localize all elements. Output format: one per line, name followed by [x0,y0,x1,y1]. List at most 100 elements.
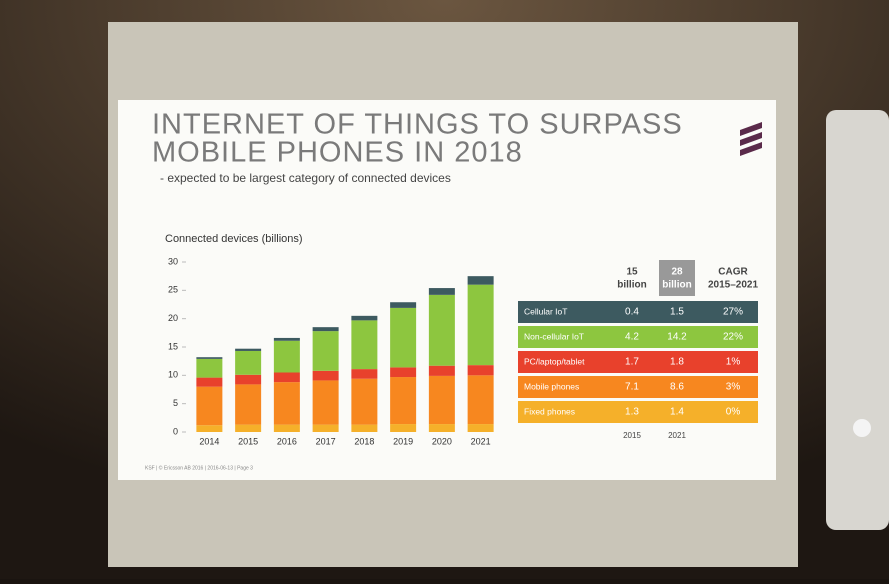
column-header: 15 [626,267,638,278]
light [853,419,871,437]
column-header: 2015–2021 [708,280,758,291]
bar-segment [312,370,339,381]
table-cell: 0% [726,407,741,418]
bar-segment [196,377,223,387]
table-row [518,376,758,398]
bar-segment [467,375,494,425]
chart: 0 5 10 15 20 25 30 2014 2015 2016 2017 2018 2019 2020… [168,256,494,446]
bar-segment [467,424,494,432]
bar-segment [351,369,378,379]
table-cell: 8.6 [670,382,684,393]
table-cell: 1% [726,357,741,368]
bar-segment [235,374,262,385]
table-cell: 22% [723,332,743,343]
bar-segment [196,358,223,378]
bar-segment [428,375,455,425]
bar-segment [351,315,378,321]
bar-segment [312,327,339,332]
y-tick-label: 30 [168,256,178,266]
x-tick-label: 2018 [354,436,374,446]
title: MOBILE PHONES IN 2018 [152,137,523,169]
bar-segment [235,424,262,432]
table-row [518,301,758,323]
bar-segment [390,307,417,368]
row-label: Mobile phones [524,381,579,391]
y-tick-label: 10 [168,370,178,380]
table-cell: 27% [723,307,743,318]
row-label: Fixed phones [524,406,575,416]
table-cell: 4.2 [625,332,639,343]
bar-segment [467,365,494,376]
chart-title: Connected devices (billions) [165,233,303,245]
table-row [518,401,758,423]
bar-segment [196,425,223,432]
table-cell: 1.3 [625,407,639,418]
bar-segment [428,288,455,295]
bar-segment [351,320,378,370]
bar-segment [428,365,455,376]
table-cell: 1.8 [670,357,684,368]
x-tick-label: 2021 [471,436,491,446]
table: 15 billion 28 billion CAGR 2015–2021 Fixed pho… [518,260,758,440]
bar-segment [390,424,417,432]
y-tick-label: 0 [173,426,178,436]
y-tick-label: 5 [173,398,178,408]
bar-segment [467,276,494,285]
header-highlight [659,260,695,296]
bar-segment [273,337,300,341]
column-header: billion [617,280,646,291]
table-row [518,326,758,348]
bar-segment [428,294,455,366]
row-label: Cellular IoT [524,306,567,316]
bar-segment [428,424,455,432]
bar-segment [273,424,300,432]
bar-segment [390,377,417,425]
x-tick-label: 2016 [277,436,297,446]
bar-segment [312,380,339,425]
row-label: Non-cellular IoT [524,331,584,341]
x-tick-label: 2019 [393,436,413,446]
bar-segment [273,340,300,373]
bar-segment [196,357,223,359]
bar-segment [235,350,262,375]
table-cell: 7.1 [625,382,639,393]
table-cell: 1.5 [670,307,684,318]
bar-segment [273,372,300,383]
table-cell: 3% [726,382,741,393]
bar-segment [273,382,300,425]
column-header: billion [662,280,691,291]
bar-segment [235,384,262,425]
logo [740,122,762,156]
column-header: CAGR [718,267,748,278]
x-tick-label: 2014 [199,436,219,446]
table-cell: 0.4 [625,307,639,318]
table-cell: 1.4 [670,407,684,418]
bar-segment [312,424,339,432]
table-cell: 1.7 [625,357,639,368]
row-label: PC/laptop/tablet [524,356,585,366]
bar-segment [467,284,494,366]
x-tick-label: 2017 [316,436,336,446]
column-footer: 2021 [668,431,686,440]
x-tick-label: 2020 [432,436,452,446]
title: INTERNET OF THINGS TO SURPASS [152,109,683,141]
y-tick-label: 20 [168,313,178,323]
column-header: 28 [671,267,683,278]
footer: KSF | © Ericsson AB 2016 | 2016-06-13 | … [145,464,253,471]
bar-segment [390,302,417,308]
x-tick-label: 2015 [238,436,258,446]
bar-segment [235,348,262,351]
bar-segment [312,331,339,371]
y-tick-label: 25 [168,285,178,295]
table-row [518,351,758,373]
bar-segment [390,367,417,378]
subtitle: - expected to be largest category of con… [160,171,451,185]
table-cell: 14.2 [667,332,687,343]
column-footer: 2015 [623,431,641,440]
y-tick-label: 15 [168,341,178,351]
wall-panel [826,110,889,530]
bar-segment [196,386,223,426]
bar-segment [351,424,378,432]
bar-segment [351,378,378,425]
